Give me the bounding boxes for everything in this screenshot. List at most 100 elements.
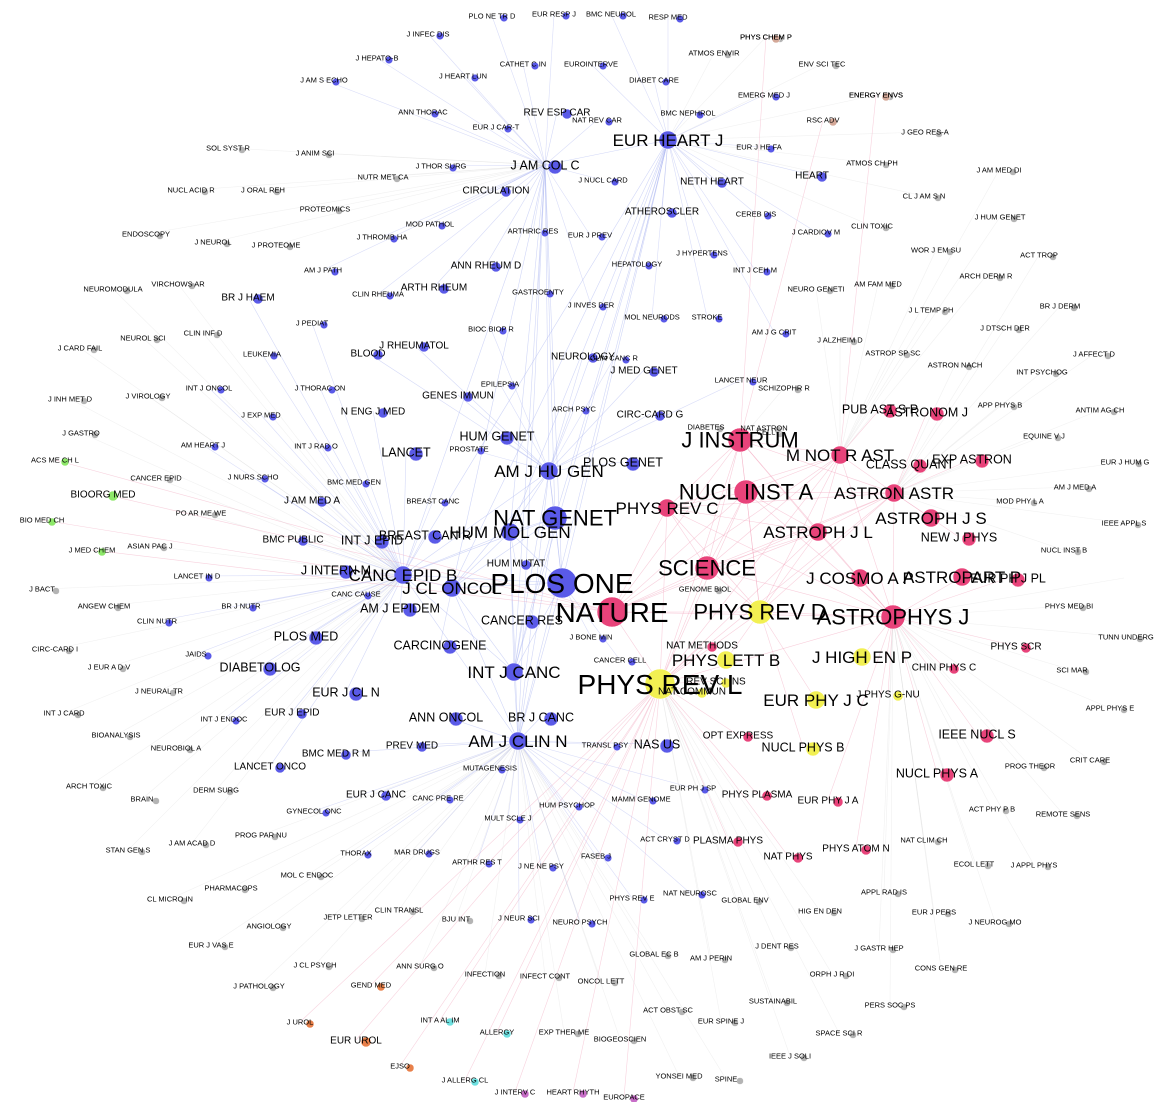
edge (311, 322, 404, 576)
node-pink (921, 508, 941, 528)
small-node-label: BMC NEUROL (586, 10, 636, 19)
gray-node-label: YONSEI MED (655, 1072, 703, 1081)
gray-node (90, 346, 98, 354)
edge (892, 616, 925, 841)
node-label: CIRCULATION (462, 186, 529, 197)
gray-node (888, 282, 896, 290)
small-node (648, 796, 658, 806)
gray-node-label: NAT ASTRON (740, 424, 787, 433)
gray-node (1110, 408, 1118, 416)
node-label: ASTRONOM J (886, 405, 968, 419)
edge (893, 409, 1101, 494)
gray-node-label: PROG THEOR (1005, 762, 1056, 771)
gray-node-label: NEURO GENETI (787, 285, 844, 294)
edge (402, 574, 515, 673)
node-pink (884, 483, 904, 503)
small-node (498, 326, 508, 336)
small-node-label: INT J ONCOL (186, 384, 233, 393)
small-node (321, 808, 331, 818)
gray-node-label: BJU INT (442, 915, 471, 924)
edge (892, 576, 963, 618)
node-label: GENES IMMUN (422, 391, 494, 402)
gray-node (842, 972, 850, 980)
small-node-label: EUR J HE FA (736, 143, 781, 152)
gray-node-label: JETP LETTER (323, 913, 373, 922)
small-node (603, 853, 613, 863)
gray-node-label: J HUM GENET (975, 213, 1026, 222)
small-node (164, 618, 174, 628)
small-node (598, 634, 608, 644)
gray-node (965, 363, 973, 371)
node-blue (393, 565, 413, 585)
edge (115, 574, 404, 736)
gray-node (951, 966, 959, 974)
small-node (448, 163, 458, 173)
gray-node-label: GENOME BIOL (679, 585, 732, 594)
small-node-label: J EXP MED (241, 411, 281, 420)
gray-node-label: AM FAM MED (854, 280, 902, 289)
edge (54, 459, 613, 613)
gray-node (724, 51, 732, 59)
edge (759, 531, 819, 613)
gray-node (944, 910, 952, 918)
gray-node (188, 282, 196, 290)
small-node (330, 267, 340, 277)
gray-node-label: CIRC-CARD I (32, 645, 78, 654)
edge (103, 574, 404, 607)
gray-node (889, 946, 897, 954)
node-blue (377, 407, 389, 419)
node-blue (500, 522, 520, 542)
edge (561, 139, 669, 584)
gray-node-label: ANN SURG O (396, 962, 444, 971)
edge (440, 164, 546, 167)
gray-node-label: ANGEW CHEM (78, 602, 131, 611)
edge (491, 15, 546, 166)
small-node (515, 815, 525, 825)
edge (517, 740, 691, 894)
node-label: ASTROPH J L (763, 523, 873, 542)
node-label: J INSTRUM (681, 428, 798, 453)
edge (892, 605, 1070, 618)
gray-node (849, 1031, 857, 1039)
edge (262, 164, 546, 191)
node-label: BREAST CAN R (379, 528, 471, 542)
edge (411, 740, 519, 746)
node-yellow (716, 650, 736, 670)
edge (892, 616, 942, 969)
node-label: EUR HEART J (613, 131, 724, 150)
small-node (530, 61, 540, 71)
edge (667, 139, 813, 176)
gray-node-label: ASTROP SP SC (865, 349, 921, 358)
edge (324, 164, 546, 210)
small-node (268, 412, 278, 422)
edge (439, 587, 453, 646)
node-label: ACS ME CH L (31, 456, 79, 465)
edge (372, 410, 404, 576)
gray-node-label: ARCH TOXIC (66, 782, 113, 791)
edge (659, 683, 739, 736)
gray-node-label: MOD PHY L A (996, 497, 1044, 506)
gray-node (1002, 807, 1010, 815)
small-node (440, 498, 450, 508)
node-yellow (747, 599, 773, 625)
gray-node (114, 604, 122, 612)
edge (91, 549, 613, 613)
gray-node-label: ENV SCI TEC (799, 60, 847, 69)
gray-node-label: ENDOSCOPY (122, 230, 170, 239)
edge (509, 164, 546, 533)
small-node-label: HEPATOLOGY (612, 260, 662, 269)
edge (517, 740, 658, 745)
small-node-label: NEURO PSYCH (552, 918, 607, 927)
edge (490, 328, 550, 472)
node-label: CLASS QUANT (866, 457, 955, 471)
edge (175, 574, 404, 749)
node-label: CANC EPID B (349, 566, 458, 585)
edge (878, 616, 894, 949)
gray-node (850, 338, 858, 346)
edge (892, 492, 895, 618)
node-label: REV ESP CAR (523, 108, 590, 119)
edge (839, 249, 937, 456)
edge (839, 216, 1001, 456)
small-node-label: LANCET NEUR (715, 376, 768, 385)
gray-node (180, 897, 188, 905)
